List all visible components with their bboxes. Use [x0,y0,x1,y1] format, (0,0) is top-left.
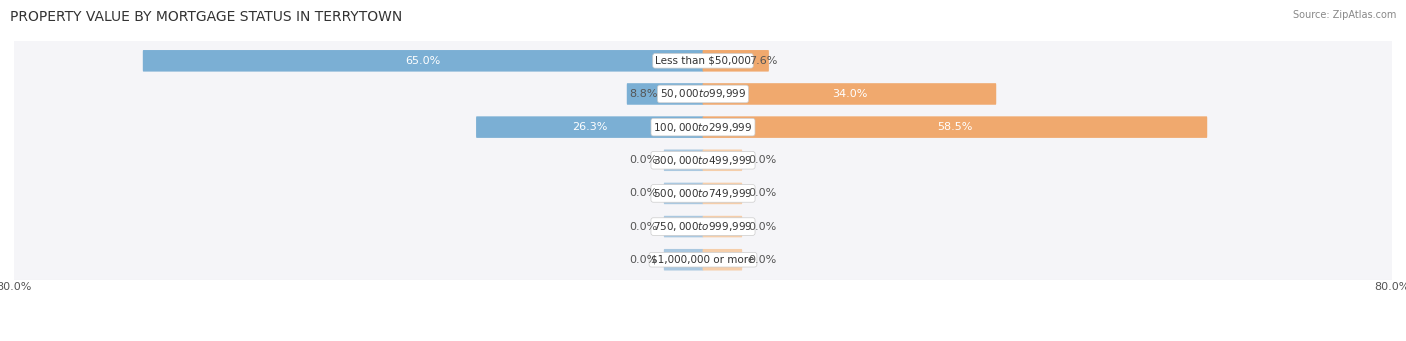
Text: 0.0%: 0.0% [628,222,658,232]
Text: 7.6%: 7.6% [748,56,778,66]
FancyBboxPatch shape [7,68,1399,120]
FancyBboxPatch shape [664,216,703,237]
Text: 0.0%: 0.0% [628,155,658,165]
Text: $100,000 to $299,999: $100,000 to $299,999 [654,121,752,134]
Text: 0.0%: 0.0% [628,255,658,265]
FancyBboxPatch shape [664,149,703,171]
FancyBboxPatch shape [664,183,703,204]
Text: $500,000 to $749,999: $500,000 to $749,999 [654,187,752,200]
Text: 26.3%: 26.3% [572,122,607,132]
Text: 0.0%: 0.0% [748,155,778,165]
FancyBboxPatch shape [7,101,1399,153]
FancyBboxPatch shape [477,116,703,138]
FancyBboxPatch shape [7,134,1399,186]
FancyBboxPatch shape [7,35,1399,87]
Text: 0.0%: 0.0% [628,189,658,198]
Text: $1,000,000 or more: $1,000,000 or more [651,255,755,265]
FancyBboxPatch shape [703,116,1208,138]
FancyBboxPatch shape [11,173,1395,214]
FancyBboxPatch shape [7,201,1399,252]
FancyBboxPatch shape [11,74,1395,114]
Text: 34.0%: 34.0% [832,89,868,99]
FancyBboxPatch shape [7,234,1399,285]
Text: 0.0%: 0.0% [748,222,778,232]
Text: 65.0%: 65.0% [405,56,440,66]
FancyBboxPatch shape [703,249,742,270]
FancyBboxPatch shape [11,239,1395,280]
FancyBboxPatch shape [143,50,703,72]
FancyBboxPatch shape [703,50,769,72]
FancyBboxPatch shape [11,140,1395,180]
Text: $300,000 to $499,999: $300,000 to $499,999 [654,154,752,167]
Text: $50,000 to $99,999: $50,000 to $99,999 [659,87,747,101]
Text: Source: ZipAtlas.com: Source: ZipAtlas.com [1292,10,1396,20]
FancyBboxPatch shape [703,149,742,171]
FancyBboxPatch shape [664,249,703,270]
Text: 58.5%: 58.5% [938,122,973,132]
FancyBboxPatch shape [703,183,742,204]
FancyBboxPatch shape [11,206,1395,247]
Text: 0.0%: 0.0% [748,255,778,265]
Text: PROPERTY VALUE BY MORTGAGE STATUS IN TERRYTOWN: PROPERTY VALUE BY MORTGAGE STATUS IN TER… [10,10,402,24]
Text: $750,000 to $999,999: $750,000 to $999,999 [654,220,752,233]
FancyBboxPatch shape [627,83,703,105]
FancyBboxPatch shape [11,107,1395,147]
Text: 8.8%: 8.8% [628,89,658,99]
FancyBboxPatch shape [11,41,1395,81]
FancyBboxPatch shape [7,167,1399,219]
Text: 0.0%: 0.0% [748,189,778,198]
FancyBboxPatch shape [703,83,997,105]
Text: Less than $50,000: Less than $50,000 [655,56,751,66]
FancyBboxPatch shape [703,216,742,237]
